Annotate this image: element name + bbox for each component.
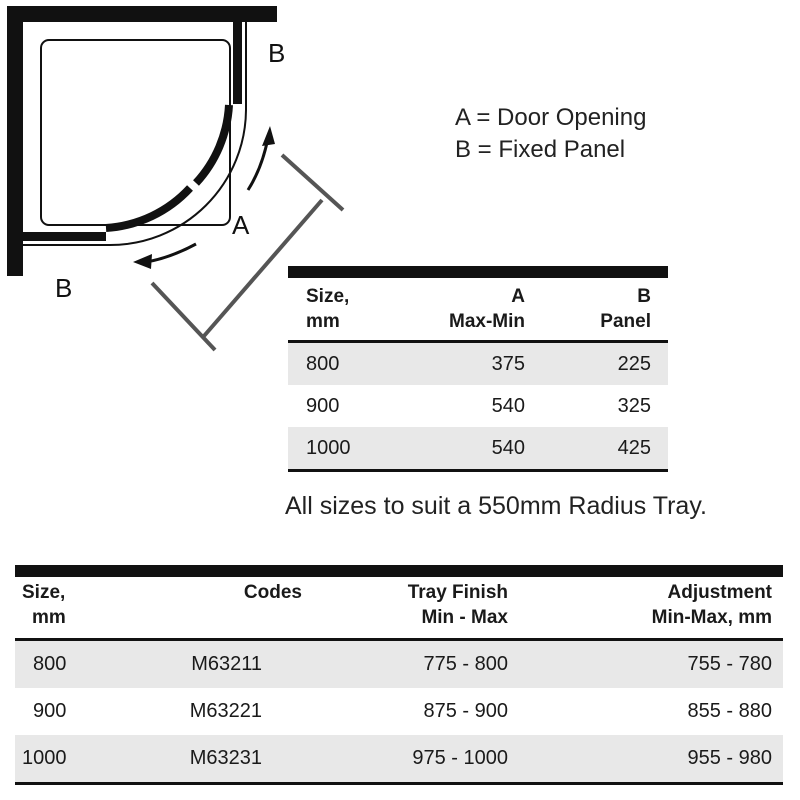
tray-note: All sizes to suit a 550mm Radius Tray. — [285, 492, 707, 520]
table-cell: 1000 — [306, 436, 351, 459]
table-cell: 975 - 1000 — [412, 747, 508, 769]
table-cell: 900 — [306, 394, 340, 417]
table-row: 800 375 225 — [288, 343, 668, 385]
arrow-left-icon — [145, 242, 197, 264]
table-cell: A — [511, 286, 525, 307]
table-cell: Size, — [306, 286, 350, 307]
table-row: 900 540 325 — [288, 385, 668, 427]
table-cell: 800 — [306, 352, 340, 375]
table-row: 800 M63211 775 - 800 755 - 780 — [15, 641, 783, 688]
table-cell: M63211 — [191, 653, 262, 675]
table-cell: 1000 — [22, 747, 67, 769]
table-cell: M63231 — [189, 747, 262, 769]
table-cell: 855 - 880 — [687, 700, 772, 722]
legend: A = Door Opening B = Fixed Panel — [455, 102, 646, 166]
label-b-bottom: B — [55, 273, 73, 303]
table-cell: 425 — [617, 436, 651, 459]
wall-top — [7, 6, 277, 22]
table-cell: 775 - 800 — [423, 653, 508, 675]
table-row: 900 M63221 875 - 900 855 - 880 — [15, 688, 783, 735]
table-cell: Min - Max — [421, 607, 508, 628]
table-cell: Max-Min — [449, 311, 525, 332]
table-cell: Codes — [243, 582, 302, 603]
table-cell: Size, — [22, 582, 66, 603]
table-cell: 875 - 900 — [423, 700, 508, 722]
table-cell: Min-Max, mm — [651, 607, 772, 628]
table-cell: Tray Finish — [407, 582, 508, 603]
table-row: 1000 M63231 975 - 1000 955 - 980 — [15, 735, 783, 785]
table-top-bar — [288, 266, 668, 278]
arrow-up-icon — [246, 137, 270, 191]
table-cell: 900 — [33, 700, 67, 722]
table-cell: B — [637, 286, 651, 307]
label-b-top: B — [268, 38, 286, 68]
table-cell: 800 — [33, 653, 67, 675]
table-cell: mm — [32, 607, 66, 628]
table-cell: 755 - 780 — [687, 653, 772, 675]
legend-a: A = Door Opening — [455, 104, 647, 131]
shower-enclosure-diagram — [7, 6, 345, 352]
table-cell: 375 — [491, 352, 525, 375]
legend-b: B = Fixed Panel — [455, 136, 626, 163]
table-cell: 955 - 980 — [687, 747, 772, 769]
table-cell: 225 — [617, 352, 651, 375]
table-cell: Adjustment — [667, 582, 773, 603]
dimension-bracket — [150, 153, 345, 352]
door-right-leaf — [105, 185, 193, 232]
table-row: 1000 540 425 — [288, 427, 668, 472]
table-cell: 540 — [491, 436, 525, 459]
track-outer — [109, 109, 247, 246]
table-cell: Panel — [600, 311, 651, 332]
table-header: Size, mm A Max-Min B Panel — [288, 278, 668, 343]
table-cell: 325 — [617, 394, 651, 417]
tray-outline — [40, 39, 231, 226]
panel-size-table: Size, mm A Max-Min B Panel 800 375 225 900 540… — [288, 266, 668, 472]
door-left-leaf — [193, 104, 233, 186]
table-top-bar — [15, 565, 783, 577]
table-cell: M63221 — [189, 700, 262, 722]
table-cell: mm — [306, 311, 340, 332]
table-header: Size, mm Codes Tray Finish Min - Max Adjus… — [15, 577, 783, 641]
table-cell: 540 — [491, 394, 525, 417]
wall-left — [7, 6, 23, 276]
codes-table: Size, mm Codes Tray Finish Min - Max Adjus… — [15, 565, 783, 785]
fixed-panel-right — [233, 22, 242, 104]
label-a: A — [232, 210, 250, 240]
fixed-panel-bottom — [22, 232, 106, 241]
